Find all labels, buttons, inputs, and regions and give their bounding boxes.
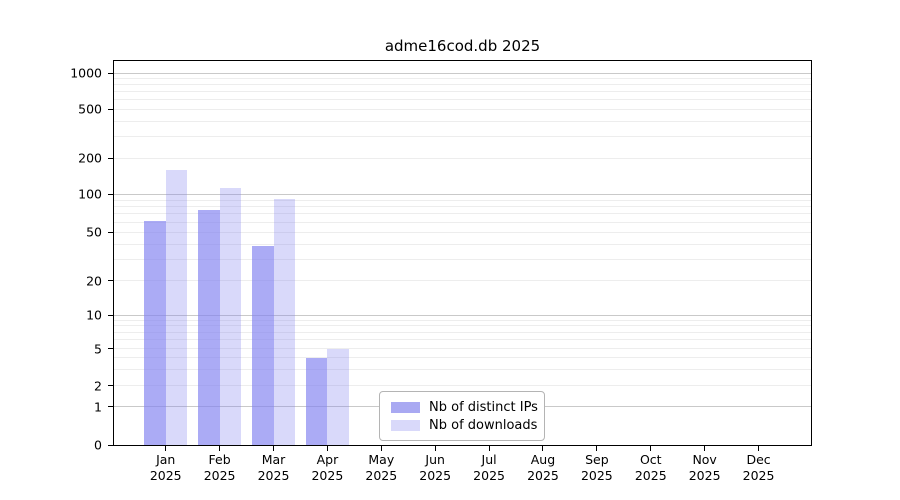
x-tick-aug: [542, 446, 544, 451]
axis-layer: 0 1 2 5 10 20 50 100 200 500 1000 Jan 2025 Feb 2025 Mar…: [70, 61, 811, 483]
y-tick-0: [108, 444, 113, 446]
gridline-2: [114, 385, 811, 387]
y-tick-200: [108, 157, 113, 159]
gridline-6: [114, 339, 811, 341]
gridline-4: [114, 357, 811, 359]
y-tick-label-20: 20: [86, 273, 102, 289]
y-tick-label-5: 5: [94, 341, 102, 357]
x-tick-jan: [165, 446, 167, 451]
y-tick-label-1: 1: [94, 399, 102, 415]
x-tick-label-may: May 2025: [365, 452, 398, 483]
x-tick-apr: [326, 446, 328, 451]
x-tick-dec: [758, 446, 760, 451]
gridline-200: [114, 157, 811, 159]
x-tick-label-sep: Sep 2025: [580, 452, 613, 483]
bar-apr-ips: [305, 357, 328, 445]
gridline-9: [114, 319, 811, 321]
gridline-600: [114, 99, 811, 101]
gridline-90: [114, 199, 811, 201]
y-tick-label-1000: 1000: [70, 65, 102, 81]
gridline-100: [114, 193, 811, 195]
gridline-40: [114, 243, 811, 245]
gridline-50: [114, 231, 811, 233]
x-tick-jul: [488, 446, 490, 451]
legend-label: Nb of downloads: [429, 417, 538, 433]
gridline-30: [114, 258, 811, 260]
y-tick-10: [108, 314, 113, 316]
x-tick-may: [380, 446, 382, 451]
y-tick-1000: [108, 72, 113, 74]
y-tick-500: [108, 108, 113, 110]
x-tick-label-jun: Jun 2025: [419, 452, 452, 483]
y-tick-5: [108, 348, 113, 350]
gridline-5: [114, 348, 811, 350]
x-tick-nov: [704, 446, 706, 451]
legend-item-downloads: Nb of downloads: [391, 416, 538, 434]
y-tick-label-500: 500: [78, 101, 102, 117]
x-tick-label-nov: Nov 2025: [688, 452, 721, 483]
y-tick-1: [108, 406, 113, 408]
plot-area: 0 1 2 5 10 20 50 100 200 500 1000 Jan 2025 Feb 2025 Mar…: [70, 60, 812, 483]
y-tick-50: [108, 231, 113, 233]
gridline-7: [114, 331, 811, 333]
bar-jan-ips: [144, 220, 166, 445]
y-tick-20: [108, 280, 113, 282]
gridline-1000: [114, 72, 811, 74]
gridline-8: [114, 325, 811, 327]
x-tick-jun: [434, 446, 436, 451]
bar-jan-downloads: [165, 169, 188, 445]
bar-mar-downloads: [273, 198, 295, 445]
grid-layer: [114, 61, 811, 445]
bar-apr-downloads: [327, 348, 349, 445]
gridline-300: [114, 135, 811, 137]
gridline-900: [114, 78, 811, 80]
y-tick-label-2: 2: [94, 378, 102, 394]
legend-swatch-icon: [391, 419, 420, 431]
gridline-3: [114, 368, 811, 370]
y-tick-label-100: 100: [78, 186, 102, 202]
gridline-20: [114, 280, 811, 282]
gridline-60: [114, 221, 811, 223]
x-tick-label-jan: Jan 2025: [149, 452, 182, 483]
x-tick-label-apr: Apr 2025: [311, 452, 344, 483]
x-tick-label-aug: Aug 2025: [527, 452, 559, 483]
chart-title: adme16cod.db 2025: [384, 37, 541, 55]
gridline-400: [114, 120, 811, 122]
y-tick-label-0: 0: [94, 437, 102, 453]
bar-mar-ips: [252, 245, 274, 445]
x-tick-label-mar: Mar 2025: [257, 452, 290, 483]
legend-swatch-icon: [391, 401, 420, 413]
y-tick-label-50: 50: [86, 224, 102, 240]
x-tick-oct: [650, 446, 652, 451]
y-tick-100: [108, 193, 113, 195]
x-tick-label-feb: Feb 2025: [203, 452, 236, 483]
x-tick-mar: [273, 446, 274, 451]
gridline-70: [114, 213, 811, 215]
gridline-800: [114, 84, 811, 86]
x-tick-label-jul: Jul 2025: [473, 452, 505, 483]
x-tick-label-dec: Dec 2025: [742, 452, 775, 483]
y-tick-label-200: 200: [78, 150, 102, 166]
y-tick-2: [108, 385, 113, 387]
gridline-10: [114, 314, 811, 316]
legend-label: Nb of distinct IPs: [429, 399, 538, 415]
x-tick-label-oct: Oct 2025: [634, 452, 667, 483]
legend: Nb of distinct IPs Nb of downloads: [379, 391, 545, 441]
bar-feb-ips: [198, 210, 220, 445]
bar-feb-downloads: [219, 188, 242, 445]
gridline-700: [114, 91, 811, 93]
bar-layer: [114, 61, 811, 445]
y-tick-label-10: 10: [86, 307, 102, 323]
x-tick-feb: [219, 446, 221, 451]
gridline-80: [114, 206, 811, 208]
x-tick-sep: [596, 446, 598, 451]
gridline-500: [114, 108, 811, 110]
legend-item-distinct-ips: Nb of distinct IPs: [391, 398, 538, 416]
